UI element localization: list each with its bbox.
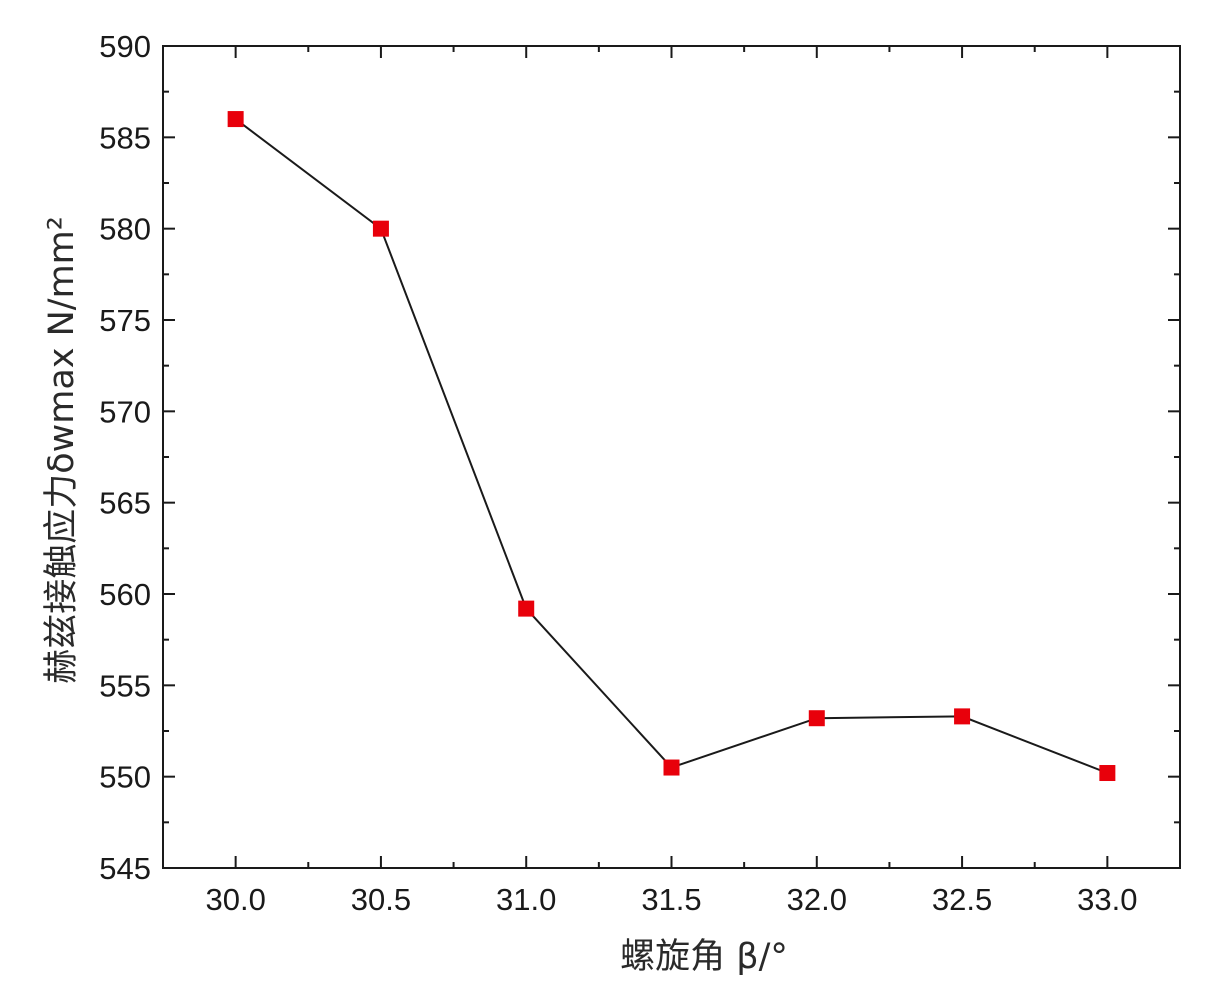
y-tick-label: 545 [99,851,151,886]
x-tick-label: 30.0 [205,882,265,917]
x-axis-title: 螺旋角 β/° [620,937,788,977]
y-tick-label: 570 [99,394,151,429]
series-layer [227,111,1116,782]
y-tick-label: 580 [99,212,151,247]
x-tick-label: 33.0 [1077,882,1137,917]
data-point-marker [1099,765,1116,782]
x-tick-label: 31.0 [496,882,556,917]
data-point-marker [954,708,971,725]
plot-area [162,45,1181,869]
y-tick-label: 550 [99,760,151,795]
x-tick-label: 32.5 [932,882,992,917]
y-tick-label: 590 [99,29,151,64]
x-axis: 30.0 30.5 31.0 31.5 32.0 32.5 33.0 [205,46,1138,917]
data-point-marker [227,111,244,128]
y-tick-label: 560 [99,577,151,612]
y-axis: 545 550 555 560 565 570 575 580 585 590 [99,29,1180,886]
y-tick-label: 555 [99,668,151,703]
x-tick-label: 32.0 [787,882,847,917]
data-point-marker [808,710,825,727]
data-point-marker [518,600,535,617]
x-tick-label: 31.5 [641,882,701,917]
x-tick-label: 30.5 [351,882,411,917]
y-tick-label: 575 [99,303,151,338]
data-point-marker [663,759,680,776]
y-axis-title: 赫兹接触应力δwmax N/mm² [42,216,82,684]
y-tick-label: 565 [99,486,151,521]
y-tick-label: 585 [99,120,151,155]
data-point-marker [372,220,389,237]
